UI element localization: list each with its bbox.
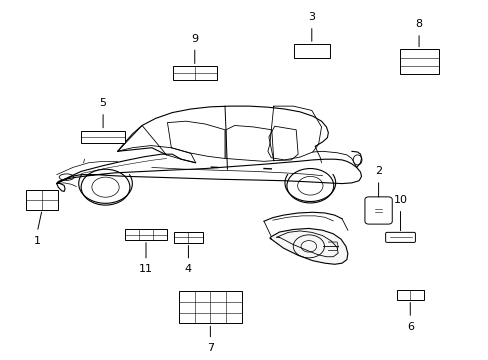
Text: 6: 6	[406, 321, 413, 332]
Text: 5: 5	[100, 98, 106, 108]
Bar	[26, 190, 58, 210]
Text: 7: 7	[206, 343, 213, 353]
Text: 2: 2	[374, 166, 382, 176]
Bar	[81, 131, 125, 143]
FancyBboxPatch shape	[385, 232, 415, 242]
Text: 4: 4	[184, 264, 192, 274]
Text: 8: 8	[415, 19, 422, 30]
Bar	[178, 291, 242, 323]
Polygon shape	[269, 228, 347, 264]
Bar	[174, 232, 202, 243]
Bar	[396, 290, 423, 300]
Text: 11: 11	[139, 264, 153, 274]
Text: 1: 1	[34, 235, 41, 246]
Bar	[172, 66, 216, 80]
Text: 10: 10	[393, 195, 407, 205]
FancyBboxPatch shape	[364, 197, 391, 224]
Bar	[293, 44, 329, 58]
Text: 9: 9	[191, 34, 198, 44]
Bar	[125, 229, 166, 240]
Bar	[399, 49, 438, 74]
Text: 3: 3	[307, 12, 315, 22]
